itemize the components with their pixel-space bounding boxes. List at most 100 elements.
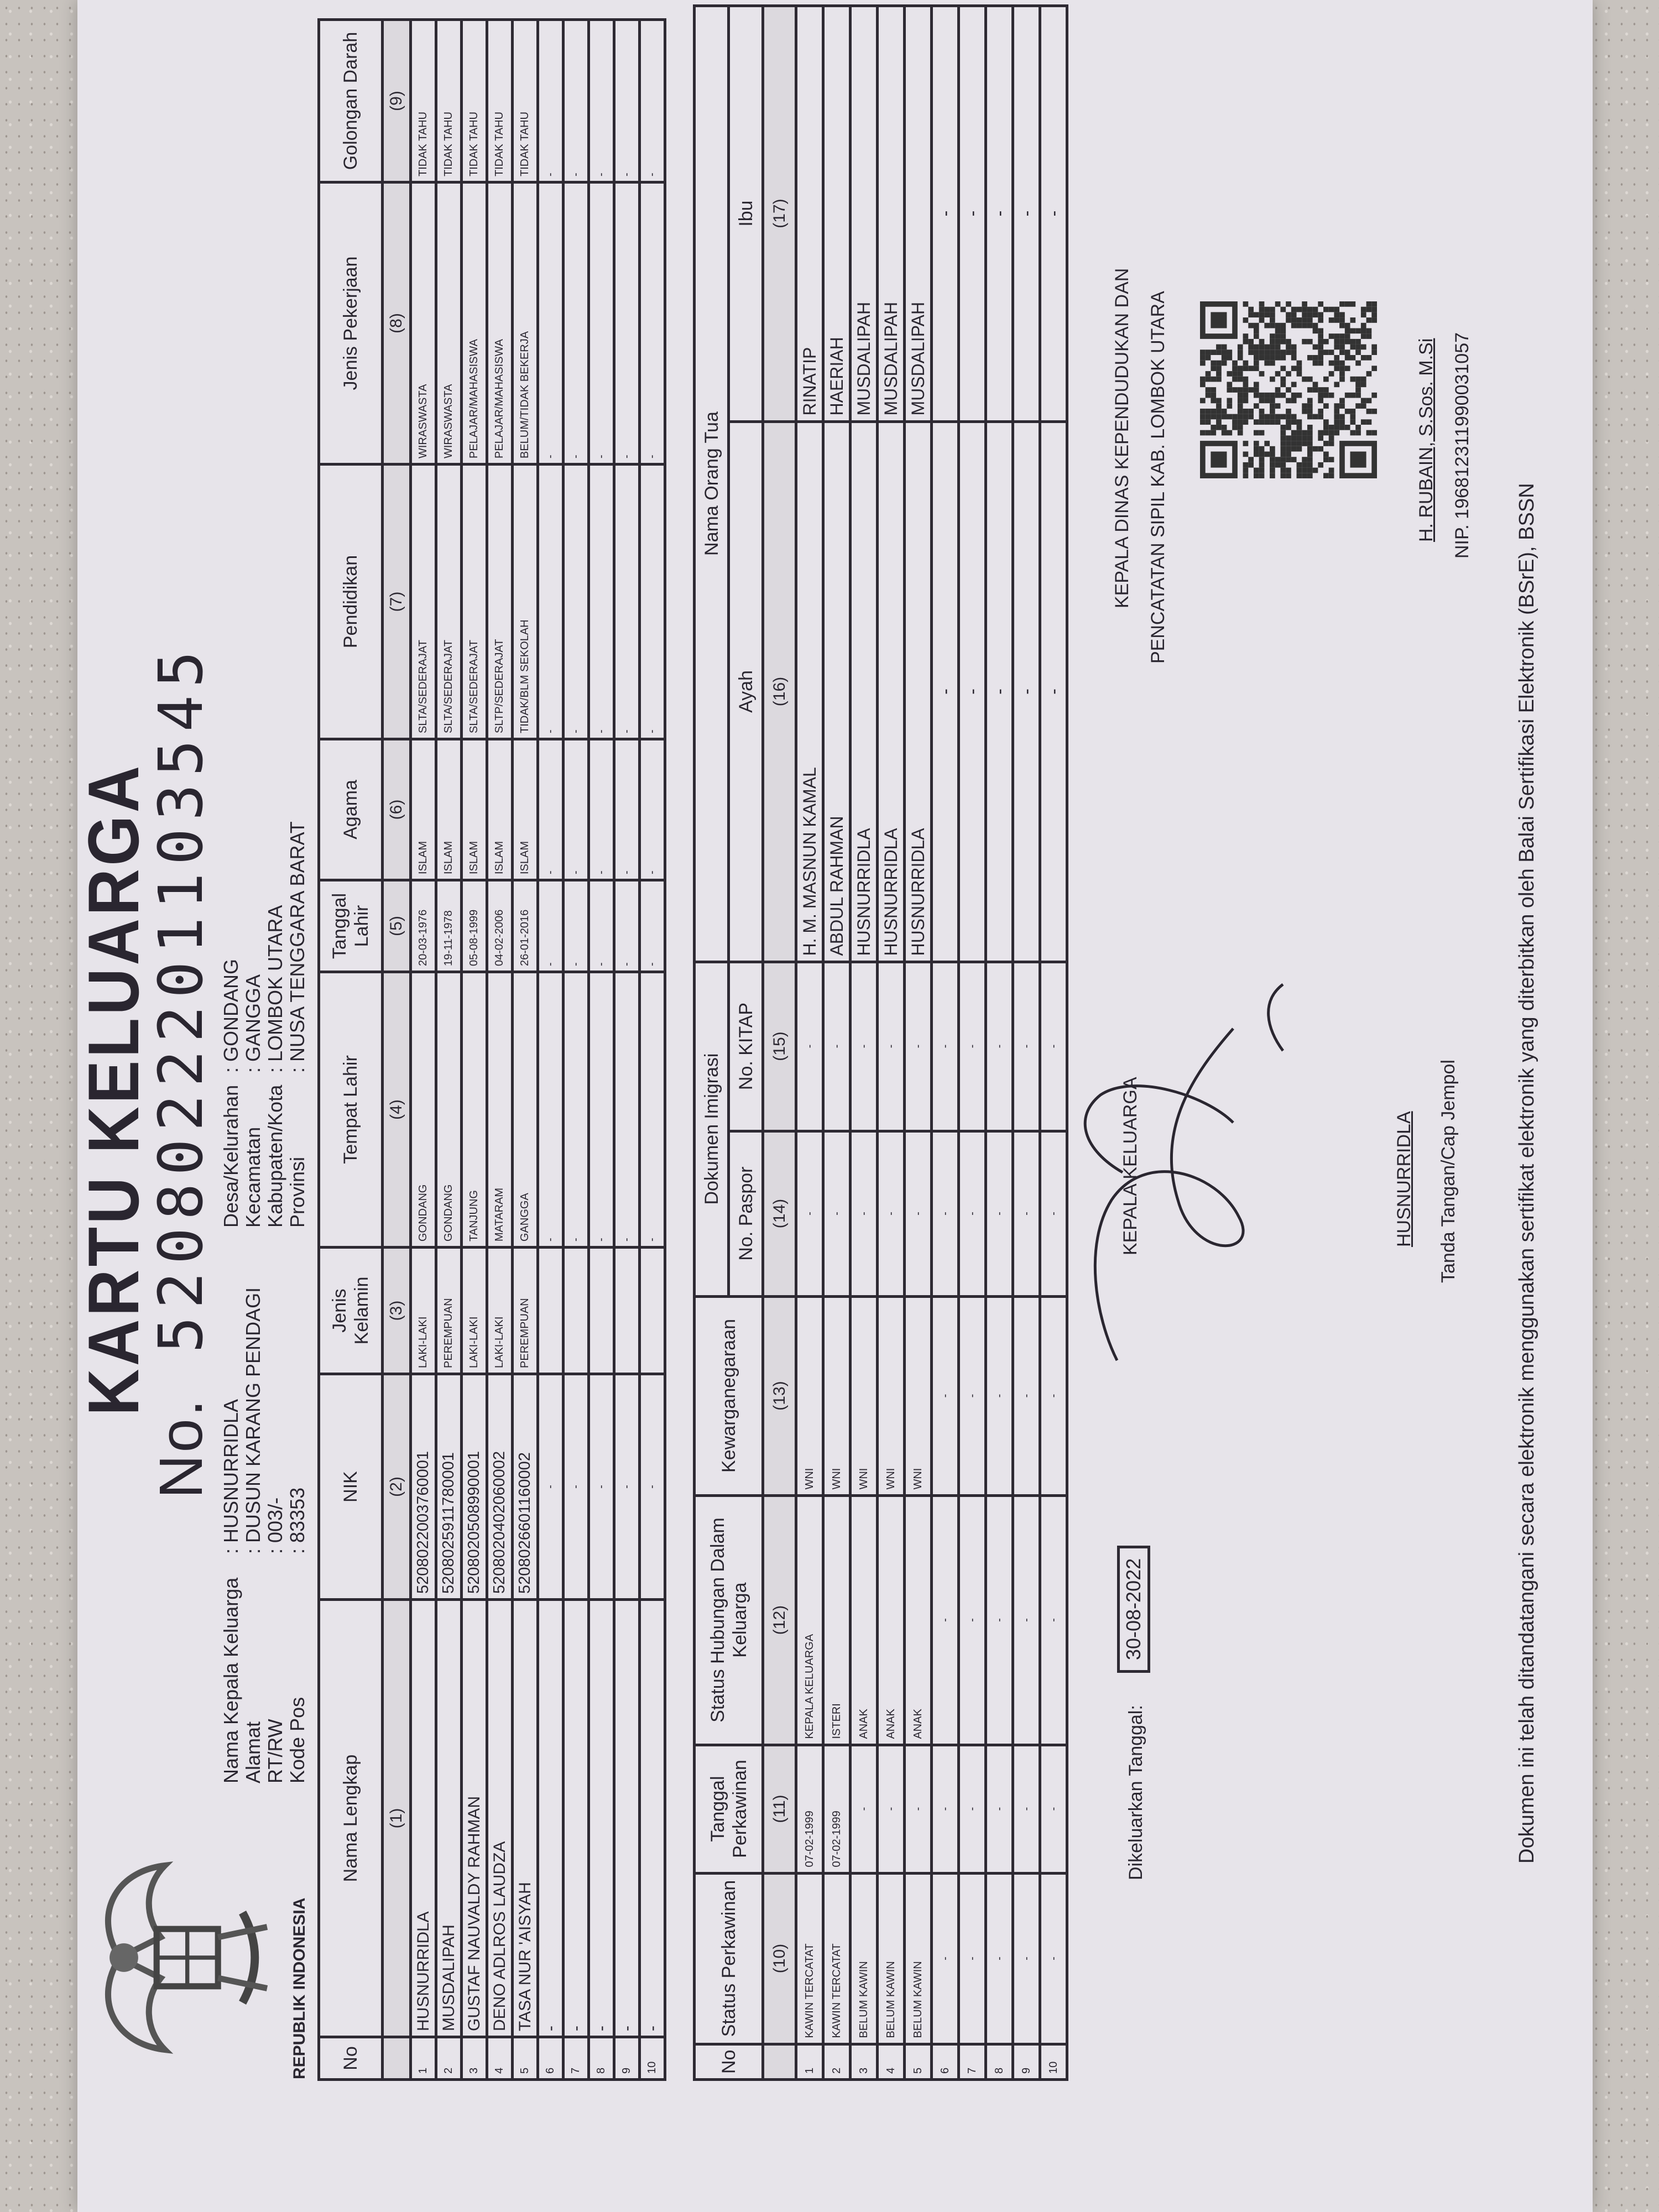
cell-no: 10 bbox=[639, 2037, 665, 2080]
qr-module bbox=[1243, 366, 1249, 372]
column-number: (5) bbox=[382, 880, 411, 972]
qr-module bbox=[1211, 360, 1217, 366]
qr-module bbox=[1344, 338, 1350, 345]
qr-module bbox=[1339, 376, 1345, 382]
cell-tanggal-lahir: - bbox=[563, 880, 589, 972]
qr-module bbox=[1334, 354, 1340, 361]
qr-module bbox=[1302, 462, 1307, 468]
qr-module bbox=[1307, 312, 1313, 318]
qr-module bbox=[1344, 328, 1350, 334]
cell-jenis-kelamin bbox=[538, 1247, 564, 1374]
cell-no: 1 bbox=[796, 2044, 823, 2080]
family-card-document: REPUBLIK INDONESIA KARTU KELUARGA No. 52… bbox=[73, 0, 1593, 2212]
table-row: 7-------- bbox=[563, 19, 589, 2080]
qr-module bbox=[1344, 349, 1350, 355]
qr-module bbox=[1275, 414, 1281, 420]
table-row: 5 TASA NUR 'AISYAH 5208026601160002 PEREMPU… bbox=[512, 19, 538, 2080]
qr-module bbox=[1264, 312, 1270, 318]
qr-module bbox=[1280, 306, 1286, 312]
cell-nik: - bbox=[639, 1374, 665, 1600]
cell-jenis-kelamin bbox=[563, 1247, 589, 1374]
qr-module bbox=[1270, 317, 1275, 323]
qr-module bbox=[1243, 451, 1249, 457]
cell-tempat-lahir: MATARAM bbox=[487, 972, 513, 1248]
qr-module bbox=[1307, 306, 1313, 312]
field-desa: Desa/Kelurahan: GONDANG bbox=[220, 821, 242, 1228]
qr-module bbox=[1350, 419, 1356, 425]
qr-module bbox=[1360, 312, 1366, 318]
qr-module bbox=[1323, 376, 1329, 382]
qr-module bbox=[1280, 392, 1286, 398]
cell-no-paspor: - bbox=[796, 1131, 823, 1297]
qr-module bbox=[1227, 430, 1233, 436]
table-row: 4 DENO ADLROS LAUDZA 5208020402060002 LAKI-… bbox=[487, 19, 513, 2080]
qr-module bbox=[1270, 312, 1275, 318]
qr-module bbox=[1296, 371, 1302, 377]
qr-module bbox=[1323, 306, 1329, 312]
qr-module bbox=[1264, 419, 1270, 425]
qr-module bbox=[1211, 349, 1217, 355]
column-number: (4) bbox=[382, 972, 411, 1248]
qr-module bbox=[1371, 312, 1377, 318]
cell-tanggal-perkawinan: - bbox=[1013, 1745, 1040, 1874]
qr-module bbox=[1264, 306, 1270, 312]
qr-module bbox=[1205, 376, 1211, 382]
qr-module bbox=[1366, 419, 1372, 425]
field-label: Desa/Kelurahan bbox=[220, 1084, 242, 1228]
status-table: No Status Perkawinan Tanggal Perkawinan … bbox=[693, 4, 1068, 2081]
cell-ibu: MUSDALIPAH bbox=[877, 6, 905, 422]
qr-module bbox=[1302, 306, 1307, 312]
cell-nik: 5208020508990001 bbox=[461, 1374, 487, 1600]
qr-module bbox=[1275, 301, 1281, 307]
qr-module bbox=[1275, 333, 1281, 339]
cell-status-hubungan: - bbox=[1013, 1495, 1040, 1745]
qr-module bbox=[1328, 425, 1334, 430]
qr-module bbox=[1270, 338, 1275, 345]
qr-module bbox=[1302, 430, 1307, 436]
qr-module bbox=[1323, 441, 1329, 446]
qr-module bbox=[1339, 414, 1345, 420]
qr-module bbox=[1253, 328, 1259, 334]
cell-status-perkawinan: - bbox=[931, 1873, 959, 2044]
header-tanggal-perkawinan: Tanggal Perkawinan bbox=[694, 1745, 763, 1874]
cell-nama-lengkap: TASA NUR 'AISYAH bbox=[512, 1599, 538, 2037]
qr-module bbox=[1270, 306, 1275, 312]
qr-module bbox=[1221, 414, 1227, 420]
field-value: : NUSA TENGGARA BARAT bbox=[286, 821, 309, 1073]
qr-module bbox=[1280, 430, 1286, 436]
qr-module bbox=[1296, 419, 1302, 425]
cell-tempat-lahir: GONDANG bbox=[410, 972, 436, 1248]
qr-module bbox=[1216, 366, 1222, 372]
qr-module bbox=[1312, 322, 1318, 328]
cell-agama: ISLAM bbox=[410, 739, 436, 880]
qr-module bbox=[1323, 387, 1329, 393]
table-row: 9-------- bbox=[614, 19, 640, 2080]
header-no-paspor: No. Paspor bbox=[728, 1131, 763, 1297]
qr-module bbox=[1307, 387, 1313, 393]
qr-module bbox=[1350, 451, 1366, 468]
cell-status-perkawinan: - bbox=[1040, 1873, 1067, 2044]
qr-module bbox=[1323, 425, 1329, 430]
qr-module bbox=[1291, 435, 1297, 441]
qr-module bbox=[1211, 398, 1217, 404]
qr-module bbox=[1344, 333, 1350, 339]
cell-jenis-kelamin: PEREMPUAN bbox=[512, 1247, 538, 1374]
qr-module bbox=[1248, 366, 1254, 372]
qr-module bbox=[1237, 430, 1243, 436]
qr-module bbox=[1227, 398, 1233, 404]
cell-golongan-darah: TIDAK TAHU bbox=[410, 19, 436, 182]
table-row: 8-------- bbox=[985, 6, 1013, 2080]
qr-module bbox=[1243, 387, 1249, 393]
qr-module bbox=[1286, 317, 1291, 323]
field-value: : 003/- bbox=[264, 1497, 286, 1554]
qr-module bbox=[1221, 344, 1227, 350]
cell-status-hubungan: - bbox=[985, 1495, 1013, 1745]
qr-module bbox=[1216, 371, 1222, 377]
header-status-perkawinan: Status Perkawinan bbox=[694, 1873, 763, 2044]
qr-module bbox=[1237, 392, 1243, 398]
qr-module bbox=[1286, 457, 1291, 462]
cell-nama-lengkap: HUSNURRIDLA bbox=[410, 1599, 436, 2037]
qr-module bbox=[1253, 430, 1259, 436]
qr-module bbox=[1259, 306, 1265, 312]
qr-module bbox=[1200, 382, 1206, 388]
